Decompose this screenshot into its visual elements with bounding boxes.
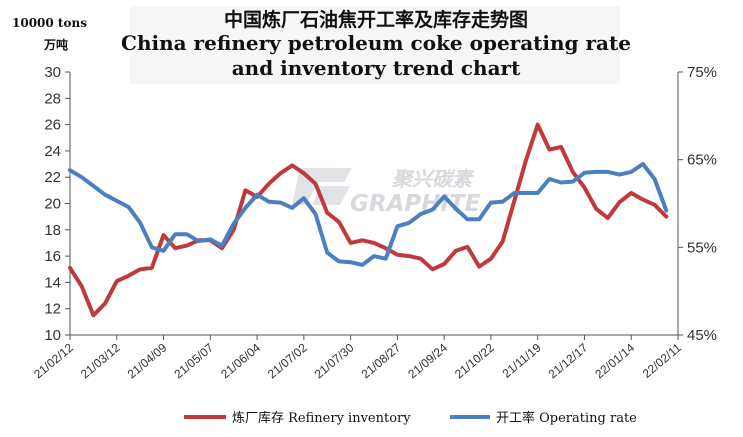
legend: 炼厂库存 Refinery inventory 开工率 Operating ra… [184, 410, 637, 426]
left-tick-label: 10 [44, 327, 61, 344]
x-tick-label: 21/06/04 [218, 340, 263, 381]
x-tick-label: 22/02/11 [640, 340, 684, 380]
x-tick-label: 22/01/14 [592, 340, 637, 381]
x-tick-label: 21/04/09 [125, 340, 170, 381]
left-tick-label: 18 [44, 222, 61, 239]
x-tick-label: 21/11/19 [500, 340, 544, 380]
left-tick-label: 30 [44, 64, 61, 81]
left-axis-unit-cn: 万吨 [43, 37, 68, 52]
x-tick-label: 21/07/02 [265, 340, 310, 381]
left-tick-label: 14 [44, 274, 61, 291]
x-tick-label: 21/03/12 [78, 340, 123, 381]
left-tick-label: 24 [44, 143, 61, 160]
x-tick-label: 21/07/30 [312, 340, 357, 381]
right-tick-label: 75% [687, 64, 717, 81]
left-tick-label: 16 [44, 248, 61, 265]
chart-title-en-line1: China refinery petroleum coke operating … [121, 31, 631, 55]
watermark-cn: 聚兴碳素 [391, 167, 475, 191]
axes: 10 12 14 16 18 20 22 24 26 28 30 45% 55% 65% 75% 21/02/… [31, 64, 717, 381]
title-background [130, 6, 620, 84]
right-tick-label: 65% [687, 152, 717, 169]
x-tick-label: 21/12/17 [546, 340, 591, 381]
series-layer [68, 122, 669, 318]
left-tick-label: 12 [44, 301, 61, 318]
left-tick-label: 26 [44, 117, 61, 134]
x-tick-label: 21/02/12 [31, 340, 76, 381]
x-tick-label: 21/05/07 [171, 340, 216, 381]
x-tick-label: 21/09/24 [405, 340, 450, 381]
left-tick-label: 28 [44, 90, 61, 107]
inventory-series-line [68, 122, 669, 318]
right-tick-label: 55% [687, 239, 717, 256]
operating-rate-series-line [68, 162, 669, 267]
chart-title-en-line2: and inventory trend chart [232, 56, 521, 80]
chart-title-cn: 中国炼厂石油焦开工率及库存走势图 [224, 8, 528, 31]
legend-label-inventory: 炼厂库存 Refinery inventory [232, 410, 411, 426]
x-tick-label: 21/08/27 [359, 340, 404, 381]
legend-label-operating-rate: 开工率 Operating rate [496, 410, 637, 426]
left-tick-label: 20 [44, 196, 61, 213]
left-tick-label: 22 [44, 169, 61, 186]
right-tick-label: 45% [687, 327, 717, 344]
x-tick-label: 21/10/22 [452, 340, 497, 381]
left-axis-unit-en: 10000 tons [12, 16, 87, 30]
